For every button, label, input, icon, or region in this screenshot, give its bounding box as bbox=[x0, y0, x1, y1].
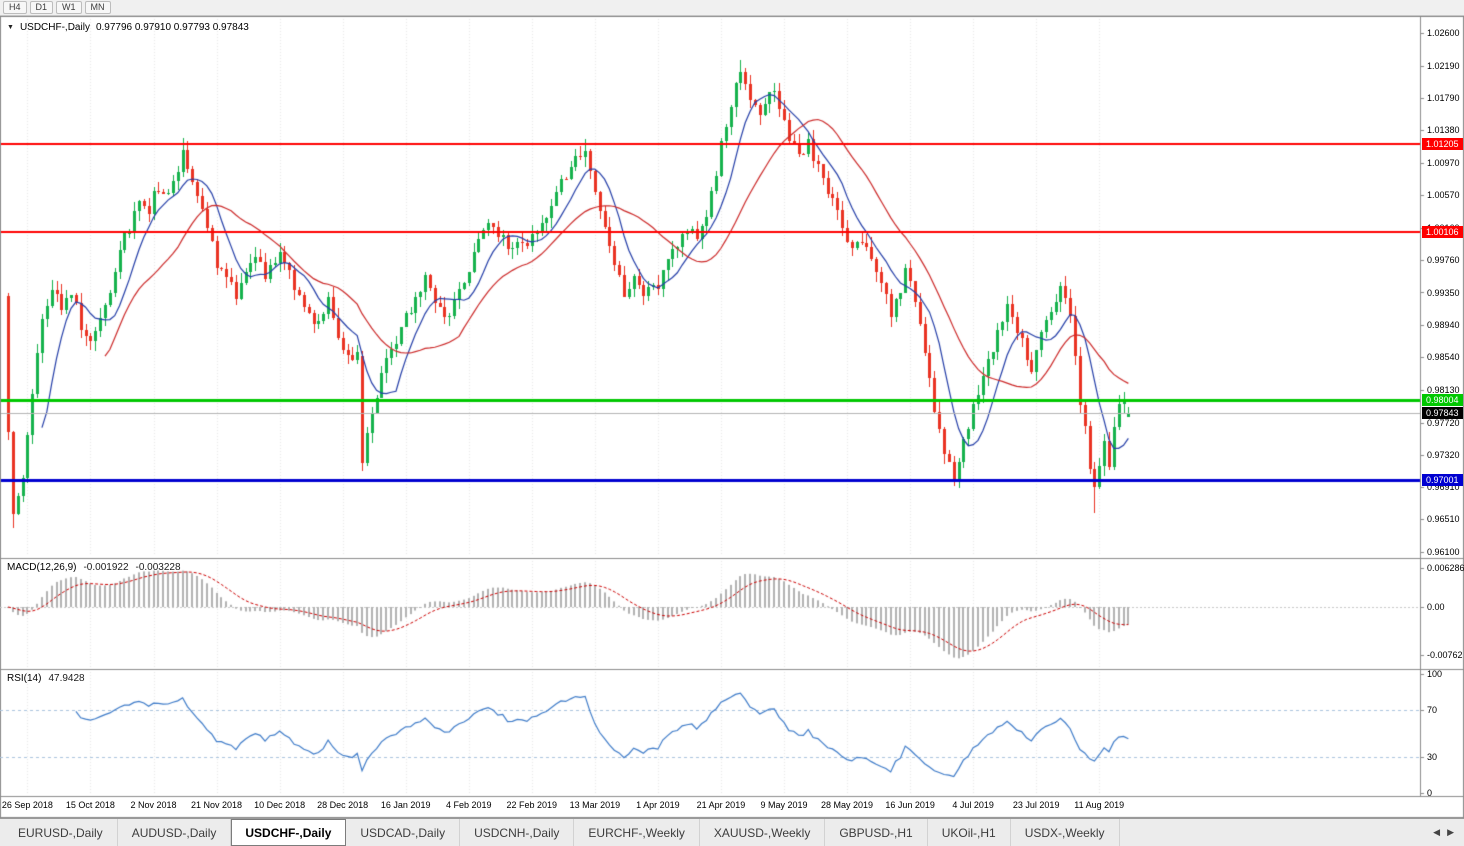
chart-tab-bar: EURUSD-,Daily AUDUSD-,Daily USDCHF-,Daily U… bbox=[0, 818, 1464, 846]
price-axis-label: 1.02600 bbox=[1427, 28, 1460, 38]
candlestick-chart-canvas[interactable] bbox=[0, 16, 1464, 818]
chart-tab-audusd-daily[interactable]: AUDUSD-,Daily bbox=[118, 819, 232, 846]
chart-tab-gbpusd-h1[interactable]: GBPUSD-,H1 bbox=[825, 819, 928, 846]
tab-scroll-left-icon[interactable]: ◀ bbox=[1433, 827, 1441, 837]
price-axis-label: 0.99350 bbox=[1427, 287, 1460, 298]
tab-scroll-controls: ◀ ▶ bbox=[1423, 819, 1464, 846]
chart-tab-ukoil-h1[interactable]: UKOil-,H1 bbox=[928, 819, 1011, 846]
macd-axis-label: 0.00 bbox=[1427, 602, 1445, 612]
chart-window: ▼ USDCHF-,Daily 0.97796 0.97910 0.97793 … bbox=[0, 16, 1464, 818]
chart-tab-xauusd-weekly[interactable]: XAUUSD-,Weekly bbox=[700, 819, 826, 846]
chart-tab-usdchf-daily[interactable]: USDCHF-,Daily bbox=[231, 819, 347, 846]
price-axis-label: 1.00570 bbox=[1427, 190, 1460, 201]
rsi-axis-label: 100 bbox=[1427, 669, 1443, 679]
chart-tab-eurchf-weekly[interactable]: EURCHF-,Weekly bbox=[574, 819, 700, 846]
price-axis-label: 1.01380 bbox=[1427, 125, 1460, 136]
rsi-axis-label: 30 bbox=[1427, 752, 1438, 763]
chart-tab-usdcad-daily[interactable]: USDCAD-,Daily bbox=[346, 819, 461, 846]
rsi-axis-label: 0 bbox=[1427, 788, 1433, 798]
timeframe-button-mn[interactable]: MN bbox=[84, 1, 111, 14]
rsi-value: 47.9428 bbox=[48, 673, 85, 684]
tab-scroll-right-icon[interactable]: ▶ bbox=[1447, 827, 1454, 837]
macd-main-value: -0.001922 bbox=[83, 562, 129, 573]
macd-signal-value: -0.003228 bbox=[135, 562, 181, 573]
rsi-indicator-label: RSI(14) 47.9428 bbox=[7, 673, 85, 684]
chart-header: ▼ USDCHF-,Daily 0.97796 0.97910 0.97793 … bbox=[7, 22, 249, 33]
price-level-badge: 1.01205 bbox=[1422, 138, 1463, 151]
macd-axis-label: 0.006286 bbox=[1427, 562, 1464, 573]
price-axis-label: 0.97320 bbox=[1427, 449, 1460, 460]
price-axis-label: 1.00970 bbox=[1427, 158, 1460, 169]
chart-tab-usdx-weekly[interactable]: USDX-,Weekly bbox=[1011, 819, 1120, 846]
price-axis-label: 0.98540 bbox=[1427, 352, 1460, 363]
price-axis-label: 0.97720 bbox=[1427, 417, 1460, 428]
price-axis-label: 0.96910 bbox=[1427, 482, 1460, 493]
chart-title: USDCHF-,Daily bbox=[19, 22, 90, 33]
rsi-label: RSI(14) bbox=[7, 673, 42, 684]
price-level-badge: 0.97001 bbox=[1422, 474, 1463, 487]
chart-dropdown-icon[interactable]: ▼ bbox=[7, 24, 14, 31]
chart-tab-eurusd-daily[interactable]: EURUSD-,Daily bbox=[4, 819, 118, 846]
timeframe-button-d1[interactable]: D1 bbox=[29, 1, 54, 14]
price-axis-label: 0.99760 bbox=[1427, 254, 1460, 265]
timeframe-toolbar: H4 D1 W1 MN bbox=[0, 0, 1464, 16]
macd-indicator-label: MACD(12,26,9) -0.001922 -0.003228 bbox=[7, 562, 181, 573]
price-axis-label: 0.98940 bbox=[1427, 320, 1460, 331]
macd-label: MACD(12,26,9) bbox=[7, 562, 77, 573]
price-level-badge: 1.00106 bbox=[1422, 226, 1463, 239]
price-axis-label: 1.02190 bbox=[1427, 60, 1460, 71]
current-price-badge: 0.97843 bbox=[1422, 406, 1463, 419]
chart-tab-usdcnh-daily[interactable]: USDCNH-,Daily bbox=[460, 819, 575, 846]
chart-ohlc-values: 0.97796 0.97910 0.97793 0.97843 bbox=[95, 22, 249, 33]
macd-axis-label: -0.00762 bbox=[1427, 649, 1463, 660]
price-level-badge: 0.98004 bbox=[1422, 393, 1463, 406]
price-axis-label: 0.96510 bbox=[1427, 514, 1460, 525]
timeframe-button-w1[interactable]: W1 bbox=[56, 1, 82, 14]
price-axis-label: 0.96100 bbox=[1427, 547, 1460, 557]
rsi-axis-label: 70 bbox=[1427, 704, 1438, 715]
price-axis: 1.02600 1.02190 1.01790 1.01380 1.00970 1.005… bbox=[1421, 16, 1464, 818]
timeframe-button-h4[interactable]: H4 bbox=[3, 1, 27, 14]
price-axis-label: 0.98130 bbox=[1427, 384, 1460, 395]
price-axis-label: 1.01790 bbox=[1427, 92, 1460, 103]
